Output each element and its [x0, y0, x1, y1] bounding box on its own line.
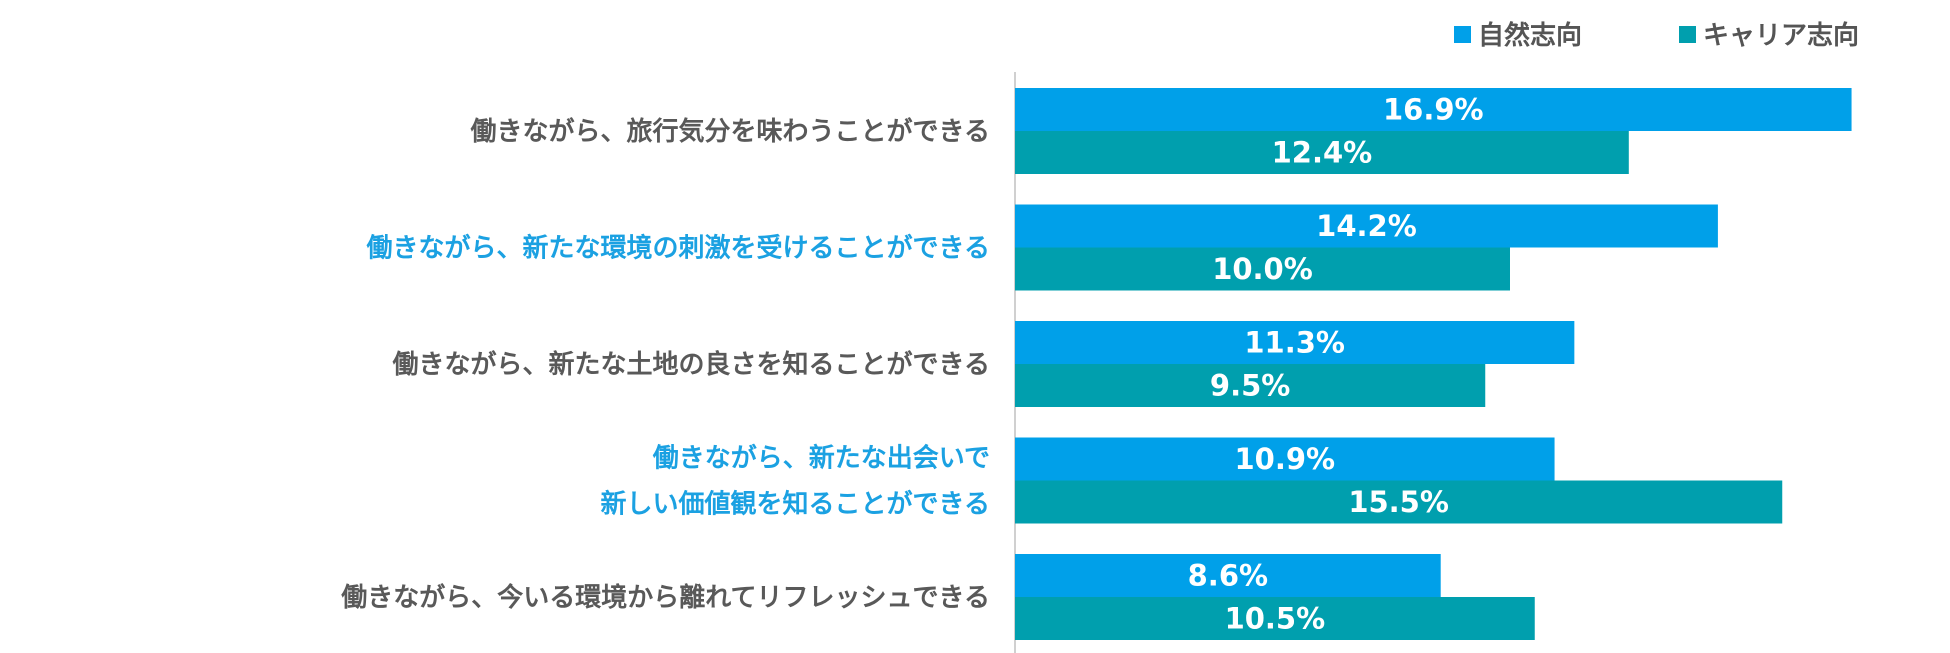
category-label-1: 働きながら、旅行気分を味わうことができる — [470, 116, 990, 147]
bar-series-1-cat-1 — [1015, 88, 1852, 131]
category-label-3: 働きながら、新たな土地の良さを知ることができる — [392, 349, 990, 380]
legend-label-series-1: 自然志向 — [1478, 20, 1582, 51]
bar-series-2-cat-1 — [1015, 131, 1629, 174]
data-label-series-2-cat-3: 9.5% — [1210, 369, 1290, 403]
data-label-series-2-cat-4: 15.5% — [1348, 485, 1449, 519]
data-label-series-1-cat-5: 8.6% — [1188, 559, 1268, 593]
bar-series-2-cat-2 — [1015, 247, 1510, 291]
category-label-2: 働きながら、新たな環境の刺激を受けることができる — [366, 233, 990, 264]
category-label-4-line-1: 働きながら、新たな出会いで — [652, 443, 990, 474]
category-labels: 働きながら、旅行気分を味わうことができる働きながら、新たな環境の刺激を受けること… — [340, 116, 990, 613]
category-label-5: 働きながら、今いる環境から離れてリフレッシュできる — [340, 582, 990, 613]
data-label-series-1-cat-3: 11.3% — [1244, 326, 1345, 360]
bar-series-2-cat-5 — [1015, 597, 1535, 640]
data-label-series-1-cat-1: 16.9% — [1383, 93, 1484, 127]
bar-series-2-cat-4 — [1015, 480, 1783, 524]
data-label-series-2-cat-1: 12.4% — [1272, 136, 1373, 170]
data-label-series-2-cat-2: 10.0% — [1212, 252, 1313, 286]
legend-label-series-2: キャリア志向 — [1703, 20, 1859, 51]
bar-series-1-cat-3 — [1015, 321, 1575, 364]
bar-series-2-cat-3 — [1015, 364, 1486, 407]
data-label-series-1-cat-2: 14.2% — [1316, 209, 1417, 243]
data-label-series-2-cat-5: 10.5% — [1225, 602, 1326, 636]
bar-series-1-cat-4 — [1015, 437, 1555, 481]
legend-swatch-series-2 — [1679, 26, 1696, 43]
bar-series-1-cat-5 — [1015, 554, 1441, 597]
data-label-series-1-cat-4: 10.9% — [1234, 442, 1335, 476]
legend: 自然志向 キャリア志向 — [1454, 20, 1859, 51]
bars: 16.9% 12.4% 14.2%10.0% 11.3% 9.5% 10.9% 15.5% 8… — [1015, 88, 1852, 640]
legend-swatch-series-1 — [1454, 26, 1471, 43]
bar-series-1-cat-2 — [1015, 204, 1718, 248]
category-label-4-line-2: 新しい価値観を知ることができる — [601, 489, 990, 520]
